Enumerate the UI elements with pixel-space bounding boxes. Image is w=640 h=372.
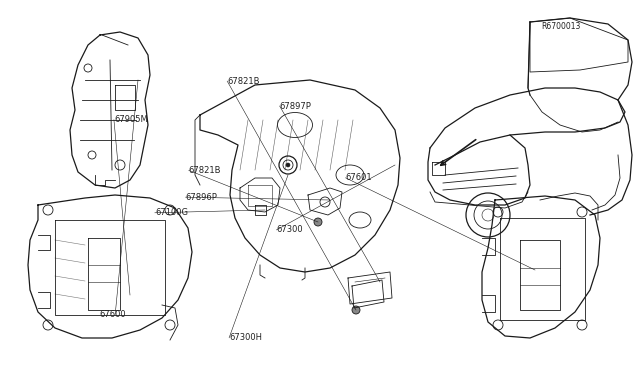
Text: 67300: 67300 bbox=[276, 225, 303, 234]
Text: 67897P: 67897P bbox=[280, 102, 312, 110]
Text: 67821B: 67821B bbox=[189, 166, 221, 175]
Circle shape bbox=[352, 306, 360, 314]
Text: 67821B: 67821B bbox=[227, 77, 260, 86]
Text: 67896P: 67896P bbox=[186, 193, 218, 202]
Text: 67601: 67601 bbox=[346, 173, 372, 182]
Text: 67600: 67600 bbox=[99, 310, 126, 319]
Text: 67300H: 67300H bbox=[229, 333, 262, 342]
Circle shape bbox=[314, 218, 322, 226]
Circle shape bbox=[286, 163, 290, 167]
Text: 67905M: 67905M bbox=[114, 115, 148, 124]
Text: R6700013: R6700013 bbox=[541, 22, 580, 31]
Text: 67100G: 67100G bbox=[155, 208, 188, 217]
